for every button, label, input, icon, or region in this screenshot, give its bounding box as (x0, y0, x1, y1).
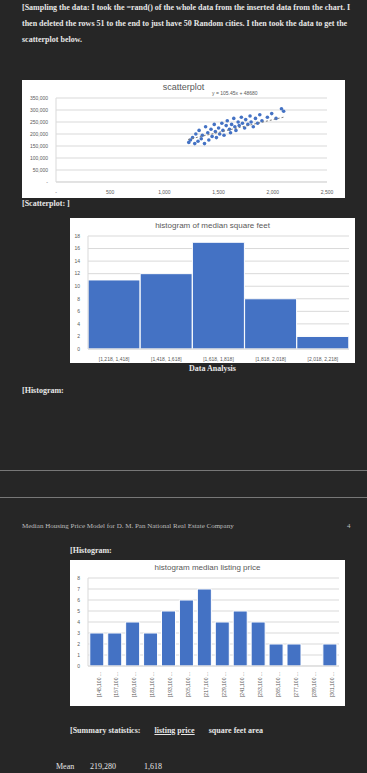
html-text:[Summary statistics:: [Summary statistics: (70, 726, 141, 735)
svg-text:[277,100 ...: [277,100 ... (293, 672, 299, 697)
svg-text:1: 1 (77, 652, 80, 658)
svg-text:7: 7 (77, 586, 80, 592)
svg-text:100,000: 100,000 (30, 155, 48, 161)
html-text:square feet area: square feet area (208, 726, 263, 735)
svg-text:1,000: 1,000 (158, 189, 171, 195)
svg-text:0: 0 (77, 346, 80, 352)
svg-text:8: 8 (77, 296, 80, 302)
svg-text:14: 14 (74, 258, 80, 264)
svg-text:[157,100 ...: [157,100 ... (113, 672, 119, 697)
svg-text:-: - (55, 189, 57, 195)
svg-text:16: 16 (74, 245, 80, 251)
html-text:[Histogram:: [Histogram: (22, 386, 64, 395)
svg-text:2: 2 (77, 333, 80, 339)
svg-text:6: 6 (77, 308, 80, 314)
svg-text:0: 0 (77, 663, 80, 669)
svg-text:200,000: 200,000 (30, 131, 48, 137)
svg-text:[265,100 ...: [265,100 ... (275, 672, 281, 697)
svg-text:6: 6 (77, 597, 80, 603)
svg-text:[1,418, 1,618]: [1,418, 1,618] (151, 356, 182, 362)
svg-text:18: 18 (74, 233, 80, 239)
html-text:219,280: 219,280 (90, 762, 116, 771)
html-text:listing price: listing price (154, 726, 195, 735)
svg-text:[301,100 ...: [301,100 ... (329, 672, 335, 697)
svg-text:[289,100 ...: [289,100 ... (311, 672, 317, 697)
svg-text:[145,100 ...: [145,100 ... (96, 672, 102, 697)
html-text:Data Analysis: Data Analysis (189, 364, 236, 373)
html-text:Median Housing Price Model for: Median Housing Price Model for D. M. Pan… (22, 522, 234, 530)
svg-text:4: 4 (77, 619, 80, 625)
svg-text:[229,100 ...: [229,100 ... (221, 672, 227, 697)
svg-text:-: - (46, 179, 48, 185)
svg-text:[241,100 ...: [241,100 ... (239, 672, 245, 697)
svg-text:4: 4 (77, 321, 80, 327)
svg-text:[1,818, 2,018]: [1,818, 2,018] (255, 356, 286, 362)
html-text:[Sampling the data: I took the: [Sampling the data: I took the =rand() o… (22, 3, 350, 44)
svg-text:2,500: 2,500 (321, 189, 334, 195)
svg-text:[1,618, 1,818]: [1,618, 1,818] (203, 356, 234, 362)
svg-text:5: 5 (77, 608, 80, 614)
svg-text:[253,100 ...: [253,100 ... (257, 672, 263, 697)
svg-text:10: 10 (74, 283, 80, 289)
svg-text:250,000: 250,000 (30, 119, 48, 125)
svg-text:150,000: 150,000 (30, 143, 48, 149)
html-text:y = 105.45x + 48680: y = 105.45x + 48680 (212, 90, 258, 96)
html-text:4: 4 (347, 522, 351, 530)
svg-text:12: 12 (74, 270, 80, 276)
svg-text:3: 3 (77, 630, 80, 636)
svg-text:[205,100 ...: [205,100 ... (185, 672, 191, 697)
html-text:histogram of median square fee: histogram of median square feet (155, 221, 270, 230)
html-text:scatterplot: scatterplot (162, 82, 205, 92)
html-text:Mean: Mean (56, 762, 75, 771)
html-text:[Histogram:: [Histogram: (70, 546, 112, 555)
svg-text:[2,018, 2,218]: [2,018, 2,218] (308, 356, 339, 362)
svg-text:2,000: 2,000 (267, 189, 280, 195)
svg-text:[217,100 ...: [217,100 ... (203, 672, 209, 697)
svg-text:[1,218, 1,418]: [1,218, 1,418] (99, 356, 130, 362)
svg-text:300,000: 300,000 (30, 107, 48, 113)
svg-text:8: 8 (77, 575, 80, 581)
html-text:[Scatterplot: ]: [Scatterplot: ] (22, 199, 70, 208)
svg-text:[169,100 ...: [169,100 ... (131, 672, 137, 697)
svg-text:[181,100 ...: [181,100 ... (149, 672, 155, 697)
svg-text:350,000: 350,000 (30, 95, 48, 101)
html-text:1,618: 1,618 (144, 762, 162, 771)
svg-text:[193,100 ...: [193,100 ... (167, 672, 173, 697)
svg-text:1,500: 1,500 (212, 189, 225, 195)
svg-text:2: 2 (77, 641, 80, 647)
html-text:histogram median listing price: histogram median listing price (154, 563, 261, 572)
svg-text:50,000: 50,000 (33, 167, 49, 173)
svg-text:500: 500 (106, 189, 115, 195)
